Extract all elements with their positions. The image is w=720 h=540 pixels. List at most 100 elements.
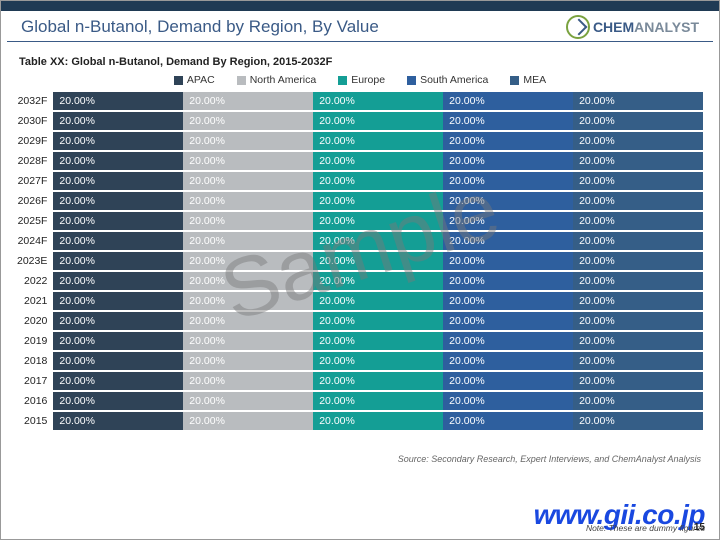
bar-segment: 20.00% bbox=[443, 352, 573, 370]
chart-row: 2025F20.00%20.00%20.00%20.00%20.00% bbox=[17, 212, 703, 230]
year-label: 2022 bbox=[17, 272, 53, 290]
chart-row: 201820.00%20.00%20.00%20.00%20.00% bbox=[17, 352, 703, 370]
legend-swatch bbox=[174, 76, 183, 85]
bar-segment: 20.00% bbox=[443, 292, 573, 310]
bar-segment: 20.00% bbox=[443, 252, 573, 270]
bar-segment: 20.00% bbox=[53, 192, 183, 210]
chart-row: 201620.00%20.00%20.00%20.00%20.00% bbox=[17, 392, 703, 410]
year-label: 2023E bbox=[17, 252, 53, 270]
chart-row: 2032F20.00%20.00%20.00%20.00%20.00% bbox=[17, 92, 703, 110]
bar-segment: 20.00% bbox=[183, 332, 313, 350]
bar-segment: 20.00% bbox=[53, 332, 183, 350]
bar-segment: 20.00% bbox=[183, 312, 313, 330]
year-label: 2017 bbox=[17, 372, 53, 390]
bar-segment: 20.00% bbox=[313, 392, 443, 410]
footer: www.gii.co.jp Note: These are dummy figu… bbox=[15, 499, 705, 533]
bar-segment: 20.00% bbox=[53, 312, 183, 330]
bar-segment: 20.00% bbox=[53, 352, 183, 370]
year-label: 2029F bbox=[17, 132, 53, 150]
bar-segment: 20.00% bbox=[183, 192, 313, 210]
legend-label: North America bbox=[250, 74, 317, 86]
chart-row: 201720.00%20.00%20.00%20.00%20.00% bbox=[17, 372, 703, 390]
chart-row: 2023E20.00%20.00%20.00%20.00%20.00% bbox=[17, 252, 703, 270]
bar-segment: 20.00% bbox=[443, 152, 573, 170]
bar-segment: 20.00% bbox=[443, 232, 573, 250]
bar-segment: 20.00% bbox=[53, 412, 183, 430]
bar-segment: 20.00% bbox=[183, 272, 313, 290]
chart-row: 2024F20.00%20.00%20.00%20.00%20.00% bbox=[17, 232, 703, 250]
bar-segment: 20.00% bbox=[443, 132, 573, 150]
bar-segment: 20.00% bbox=[443, 192, 573, 210]
year-label: 2025F bbox=[17, 212, 53, 230]
bar-segment: 20.00% bbox=[573, 92, 703, 110]
bar-segment: 20.00% bbox=[443, 92, 573, 110]
bar-segment: 20.00% bbox=[183, 372, 313, 390]
bar-segment: 20.00% bbox=[573, 312, 703, 330]
bar-segment: 20.00% bbox=[573, 352, 703, 370]
logo-text: CHEMANALYST bbox=[593, 19, 699, 35]
chart-row: 201520.00%20.00%20.00%20.00%20.00% bbox=[17, 412, 703, 430]
bar-segment: 20.00% bbox=[183, 252, 313, 270]
bar-segment: 20.00% bbox=[313, 292, 443, 310]
bar-segment: 20.00% bbox=[573, 152, 703, 170]
page-number: 15 bbox=[694, 522, 705, 533]
bar-segment: 20.00% bbox=[183, 392, 313, 410]
bar-segment: 20.00% bbox=[53, 112, 183, 130]
bar-segment: 20.00% bbox=[573, 272, 703, 290]
logo-icon bbox=[566, 15, 590, 39]
bar-segment: 20.00% bbox=[53, 232, 183, 250]
source-text: Source: Secondary Research, Expert Inter… bbox=[1, 454, 701, 464]
header: Global n-Butanol, Demand by Region, By V… bbox=[7, 11, 713, 42]
bar-segment: 20.00% bbox=[443, 272, 573, 290]
top-bar bbox=[1, 1, 719, 11]
bar-segment: 20.00% bbox=[573, 392, 703, 410]
bar-segment: 20.00% bbox=[313, 112, 443, 130]
year-label: 2016 bbox=[17, 392, 53, 410]
bar-segment: 20.00% bbox=[313, 272, 443, 290]
bar-segment: 20.00% bbox=[53, 372, 183, 390]
table-caption: Table XX: Global n-Butanol, Demand By Re… bbox=[19, 56, 719, 68]
legend-item: MEA bbox=[510, 74, 546, 86]
legend-item: Europe bbox=[338, 74, 385, 86]
year-label: 2032F bbox=[17, 92, 53, 110]
chart-row: 202120.00%20.00%20.00%20.00%20.00% bbox=[17, 292, 703, 310]
bar-segment: 20.00% bbox=[183, 172, 313, 190]
stacked-bar-chart: 2032F20.00%20.00%20.00%20.00%20.00%2030F… bbox=[17, 92, 703, 432]
bar-segment: 20.00% bbox=[443, 332, 573, 350]
bar-segment: 20.00% bbox=[53, 132, 183, 150]
bar-segment: 20.00% bbox=[183, 292, 313, 310]
year-label: 2030F bbox=[17, 112, 53, 130]
bar-segment: 20.00% bbox=[573, 332, 703, 350]
bar-segment: 20.00% bbox=[573, 212, 703, 230]
year-label: 2028F bbox=[17, 152, 53, 170]
year-label: 2018 bbox=[17, 352, 53, 370]
bar-segment: 20.00% bbox=[183, 112, 313, 130]
legend-swatch bbox=[510, 76, 519, 85]
bar-segment: 20.00% bbox=[53, 152, 183, 170]
bar-segment: 20.00% bbox=[573, 292, 703, 310]
note-text: Note: These are dummy figures bbox=[586, 523, 705, 533]
bar-segment: 20.00% bbox=[313, 332, 443, 350]
bar-segment: 20.00% bbox=[313, 252, 443, 270]
bar-segment: 20.00% bbox=[313, 152, 443, 170]
bar-segment: 20.00% bbox=[573, 172, 703, 190]
chart-row: 2027F20.00%20.00%20.00%20.00%20.00% bbox=[17, 172, 703, 190]
chart-row: 2030F20.00%20.00%20.00%20.00%20.00% bbox=[17, 112, 703, 130]
bar-segment: 20.00% bbox=[183, 412, 313, 430]
bar-segment: 20.00% bbox=[183, 132, 313, 150]
bar-segment: 20.00% bbox=[573, 132, 703, 150]
chart-row: 2028F20.00%20.00%20.00%20.00%20.00% bbox=[17, 152, 703, 170]
bar-segment: 20.00% bbox=[443, 312, 573, 330]
bar-segment: 20.00% bbox=[313, 172, 443, 190]
chart-legend: APACNorth AmericaEuropeSouth AmericaMEA bbox=[1, 74, 719, 86]
bar-segment: 20.00% bbox=[443, 172, 573, 190]
bar-segment: 20.00% bbox=[573, 112, 703, 130]
legend-label: MEA bbox=[523, 74, 546, 86]
bar-segment: 20.00% bbox=[443, 392, 573, 410]
bar-segment: 20.00% bbox=[183, 152, 313, 170]
bar-segment: 20.00% bbox=[53, 252, 183, 270]
legend-label: Europe bbox=[351, 74, 385, 86]
bar-segment: 20.00% bbox=[313, 372, 443, 390]
bar-segment: 20.00% bbox=[53, 272, 183, 290]
year-label: 2021 bbox=[17, 292, 53, 310]
